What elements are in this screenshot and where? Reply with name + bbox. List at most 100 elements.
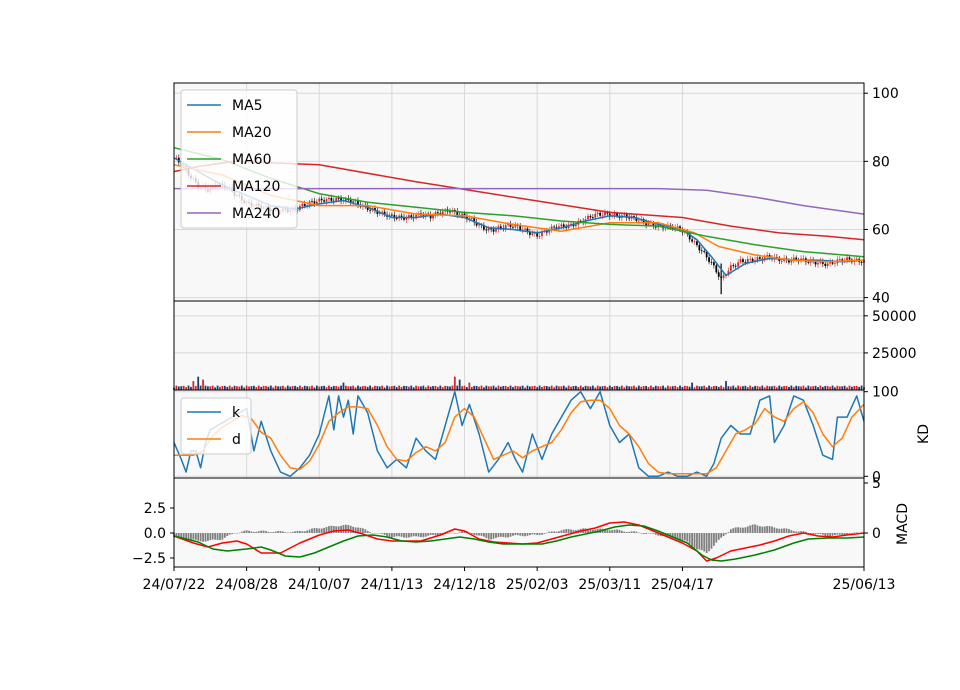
macd-histogram-bar — [219, 533, 221, 541]
candle-body — [737, 262, 740, 267]
volume-bar — [521, 385, 524, 390]
macd-histogram-bar — [289, 532, 292, 533]
volume-bar — [654, 385, 657, 390]
macd-histogram-bar — [197, 533, 200, 541]
volume-bar — [175, 385, 178, 390]
candle-body — [325, 199, 328, 202]
macd-histogram-bar — [286, 532, 289, 534]
candle-body — [303, 204, 306, 207]
macd-histogram-bar — [558, 531, 560, 533]
candle-body — [732, 265, 735, 266]
volume-bar — [371, 387, 374, 390]
candle-body — [311, 201, 313, 203]
macd-histogram-bar — [531, 533, 534, 535]
volume-bar — [807, 385, 810, 390]
macd-histogram-bar — [482, 533, 485, 537]
macd-right-y-tick-label: 0 — [872, 526, 881, 542]
candle-body — [562, 224, 565, 228]
macd-histogram-bar — [269, 532, 272, 533]
volume-bar — [376, 386, 379, 390]
candle-body — [633, 216, 635, 218]
macd-histogram-bar — [737, 527, 740, 533]
volume-bar — [478, 386, 480, 390]
kd-line-k — [173, 390, 865, 478]
volume-bar — [664, 387, 667, 390]
macd-histogram-bar — [836, 533, 839, 535]
volume-bar — [812, 386, 815, 390]
volume-bar — [601, 386, 604, 390]
volume-bar — [841, 386, 844, 390]
legend-ma20-label: MA20 — [232, 125, 271, 141]
macd-histogram-bar — [226, 533, 229, 536]
volume-bar — [279, 386, 282, 390]
volume-bar — [294, 385, 296, 390]
macd-histogram-bar — [749, 525, 752, 533]
candle-body — [519, 226, 522, 231]
volume-bar — [691, 382, 694, 390]
volume-bar — [562, 385, 565, 390]
macd-histogram-bar — [696, 533, 698, 550]
volume-bar — [722, 387, 725, 390]
macd-histogram-bar — [236, 533, 238, 534]
macd-histogram-bar — [403, 533, 405, 538]
volume-bar — [286, 385, 289, 390]
macd-histogram-bar — [398, 533, 401, 537]
macd-histogram-bar — [267, 531, 270, 533]
candle-body — [838, 259, 841, 261]
candle-body — [432, 215, 434, 219]
volume-bar — [630, 386, 633, 390]
volume-bar — [233, 385, 236, 390]
volume-bar — [519, 386, 522, 390]
macd-histogram-bar — [470, 533, 473, 534]
candle-body — [381, 211, 384, 213]
volume-bar — [804, 387, 807, 390]
candle-body — [795, 257, 798, 260]
macd-histogram-bar — [708, 533, 710, 552]
macd-histogram-bar — [763, 526, 766, 533]
candle-body — [846, 257, 848, 261]
candle-body — [315, 201, 318, 204]
candle-body — [749, 258, 752, 260]
macd-histogram-bar — [620, 530, 623, 533]
macd-histogram-bar — [386, 533, 388, 537]
volume-bar — [720, 385, 723, 390]
volume-bar — [611, 386, 614, 390]
volume-bar — [446, 386, 449, 390]
volume-bar — [223, 385, 226, 390]
macd-histogram-bar — [545, 532, 548, 534]
volume-bar — [555, 385, 558, 390]
macd-histogram-bar — [700, 533, 703, 551]
price-y-tick-label: 80 — [872, 154, 890, 170]
volume-bar — [838, 386, 841, 390]
volume-bar — [335, 386, 338, 390]
volume-bar — [766, 385, 769, 390]
candle-body — [790, 260, 793, 263]
candle-body — [703, 250, 706, 252]
candle-body — [788, 259, 790, 263]
volume-bar — [567, 385, 570, 390]
macd-histogram-bar — [841, 533, 844, 536]
macd-histogram-bar — [821, 533, 824, 535]
volume-bar — [458, 379, 461, 390]
volume-bar — [497, 385, 500, 390]
macd-histogram-bar — [792, 531, 795, 533]
volume-bar — [749, 385, 752, 390]
candle-body — [395, 218, 398, 219]
macd-histogram-bar — [323, 527, 326, 533]
macd-histogram-bar — [228, 533, 231, 535]
macd-histogram-bar — [812, 533, 815, 535]
volume-bar — [599, 386, 602, 390]
volume-bar — [824, 385, 827, 390]
candle-body — [349, 200, 352, 203]
candle-body — [739, 259, 742, 263]
macd-histogram-bar — [332, 525, 335, 533]
macd-histogram-bar — [432, 533, 434, 535]
volume-bar — [831, 385, 834, 390]
macd-histogram-bar — [654, 533, 657, 535]
volume-bar — [572, 386, 575, 390]
macd-histogram-bar — [848, 533, 851, 535]
candle-body — [817, 263, 819, 265]
volume-bar — [214, 387, 217, 390]
volume-bar — [809, 386, 812, 390]
macd-histogram-bar — [674, 533, 677, 539]
